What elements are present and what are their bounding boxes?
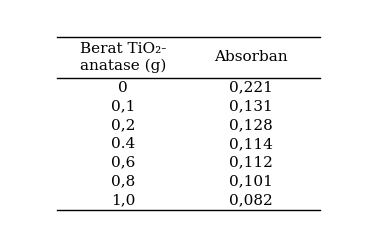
Text: 0: 0 — [118, 81, 128, 94]
Text: 0,082: 0,082 — [230, 193, 273, 207]
Text: 0,114: 0,114 — [229, 137, 273, 151]
Text: 0,1: 0,1 — [111, 99, 135, 113]
Text: 0,221: 0,221 — [229, 81, 273, 94]
Text: 0,101: 0,101 — [229, 174, 273, 188]
Text: 0,2: 0,2 — [111, 118, 135, 132]
Text: 1,0: 1,0 — [111, 193, 135, 207]
Text: Absorban: Absorban — [215, 51, 288, 64]
Text: 0,128: 0,128 — [230, 118, 273, 132]
Text: 0,6: 0,6 — [111, 156, 135, 170]
Text: 0,131: 0,131 — [230, 99, 273, 113]
Text: 0.4: 0.4 — [111, 137, 135, 151]
Text: 0,8: 0,8 — [111, 174, 135, 188]
Text: Berat TiO₂-
anatase (g): Berat TiO₂- anatase (g) — [80, 41, 166, 73]
Text: 0,112: 0,112 — [229, 156, 273, 170]
